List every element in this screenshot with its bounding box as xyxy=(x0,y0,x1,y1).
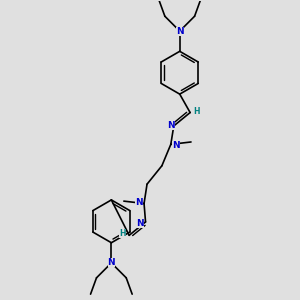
Text: N: N xyxy=(172,141,180,150)
Text: N: N xyxy=(136,219,144,228)
Text: N: N xyxy=(107,258,115,267)
Text: N: N xyxy=(176,27,184,36)
Text: N: N xyxy=(168,121,175,130)
Text: H: H xyxy=(119,229,126,238)
Text: N: N xyxy=(135,198,142,207)
Text: H: H xyxy=(194,106,200,116)
